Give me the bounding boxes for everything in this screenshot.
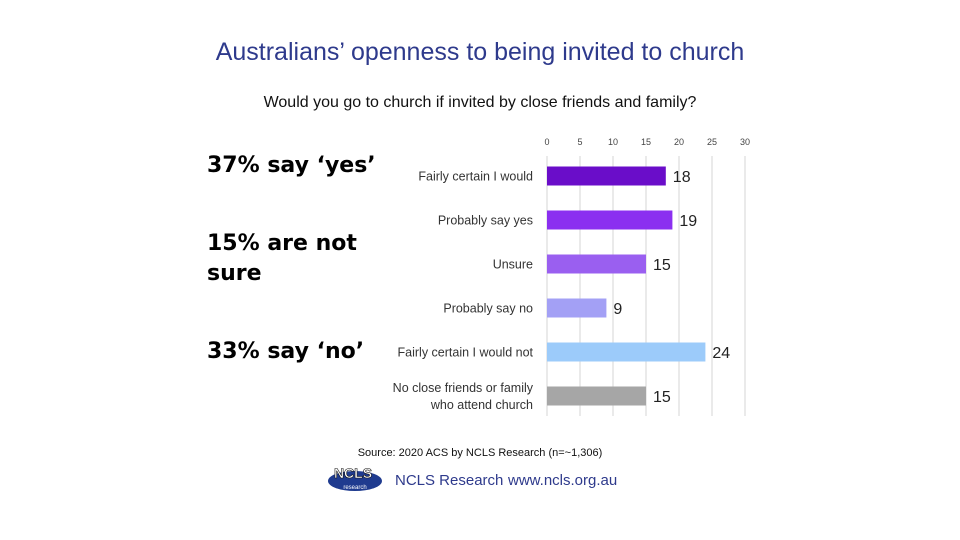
x-tick-label: 0 — [544, 137, 549, 147]
logo-subtext: research — [343, 485, 366, 491]
data-label: 18 — [673, 169, 691, 186]
chart-title: Australians’ openness to being invited t… — [215, 38, 745, 66]
callout-not-sure-line2: sure — [207, 261, 262, 286]
category-label-line: Fairly certain I would not — [398, 346, 534, 360]
bar — [547, 298, 607, 318]
category-label-line: who attend church — [430, 398, 533, 412]
chart-subtitle: Would you go to church if invited by clo… — [263, 94, 697, 111]
footer-org: NCLS Research — [395, 472, 504, 489]
category-label-line: Probably say no — [443, 302, 533, 316]
x-tick-label: 20 — [674, 137, 684, 147]
data-label: 9 — [613, 301, 622, 318]
category-label-line: Unsure — [493, 258, 533, 272]
bar — [547, 386, 646, 406]
bar — [547, 210, 673, 230]
callout-not-sure-line1: 15% are not — [207, 231, 357, 256]
ncls-logo: NCLS research — [328, 465, 382, 491]
category-label-line: Fairly certain I would — [418, 170, 533, 184]
x-tick-label: 5 — [577, 137, 582, 147]
bar — [547, 342, 706, 362]
category-label: No close friends or family who attend chu… — [393, 381, 534, 412]
bar — [547, 166, 666, 186]
source-note: Source: 2020 ACS by NCLS Research (n=~1,… — [357, 447, 603, 459]
x-tick-label: 15 — [641, 137, 651, 147]
data-label: 19 — [679, 213, 697, 230]
category-label: Unsure — [493, 258, 533, 272]
bar — [547, 254, 646, 274]
footer-url[interactable]: www.ncls.org.au — [508, 472, 618, 489]
x-tick-label: 25 — [707, 137, 717, 147]
callout-no: 33% say ‘no’ — [207, 339, 365, 364]
category-label: Fairly certain I would not — [398, 346, 534, 360]
data-label: 15 — [653, 389, 671, 406]
category-label: Probably say yes — [438, 214, 533, 228]
category-label-line: Probably say yes — [438, 214, 533, 228]
data-label: 24 — [712, 345, 730, 362]
category-label: Probably say no — [443, 302, 533, 316]
callout-not-sure: 15% are not sure — [207, 229, 357, 289]
x-tick-label: 10 — [608, 137, 618, 147]
logo-text: NCLS — [334, 465, 372, 481]
category-label-line: No close friends or family — [393, 381, 534, 395]
logo-swoosh — [328, 471, 382, 491]
category-label: Fairly certain I would — [418, 170, 533, 184]
x-tick-label: 30 — [740, 137, 750, 147]
data-label: 15 — [653, 257, 671, 274]
callout-yes: 37% say ‘yes’ — [207, 153, 376, 178]
